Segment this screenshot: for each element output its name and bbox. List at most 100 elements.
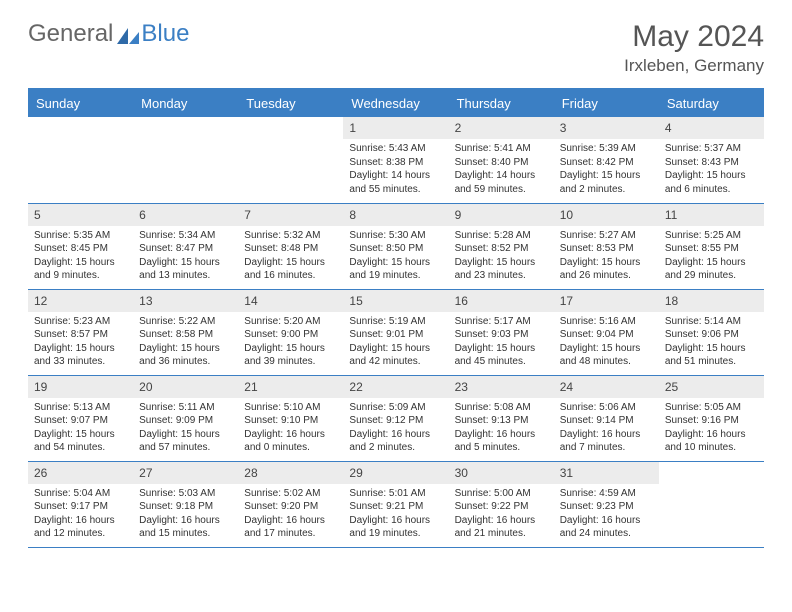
calendar-day-cell [659,461,764,547]
day-number: 17 [554,290,659,312]
sunset-line: Sunset: 9:10 PM [244,414,337,428]
sunset-line: Sunset: 8:48 PM [244,242,337,256]
day-number: 21 [238,376,343,398]
daylight-line: Daylight: 15 hours and 57 minutes. [139,428,232,455]
calendar-week-row: 5 Sunrise: 5:35 AMSunset: 8:45 PM Daylight… [28,203,764,289]
day-number: 14 [238,290,343,312]
sunrise-line: Sunrise: 5:22 AM [139,315,232,329]
day-number: 25 [659,376,764,398]
day-number: 4 [659,117,764,139]
sunrise-line: Sunrise: 5:34 AM [139,229,232,243]
daylight-line: Daylight: 16 hours and 19 minutes. [349,514,442,541]
day-number: 18 [659,290,764,312]
sunrise-line: Sunrise: 5:28 AM [455,229,548,243]
day-number: 10 [554,204,659,226]
daylight-line: Daylight: 16 hours and 12 minutes. [34,514,127,541]
day-number: 26 [28,462,133,484]
sunrise-line: Sunrise: 5:03 AM [139,487,232,501]
day-details: Sunrise: 5:01 AMSunset: 9:21 PMDaylight:… [343,486,448,545]
daylight-line: Daylight: 15 hours and 48 minutes. [560,342,653,369]
daylight-line: Daylight: 16 hours and 2 minutes. [349,428,442,455]
daylight-line: Daylight: 15 hours and 54 minutes. [34,428,127,455]
sunrise-line: Sunrise: 5:00 AM [455,487,548,501]
day-details: Sunrise: 5:28 AMSunset: 8:52 PMDaylight:… [449,228,554,287]
day-number: 16 [449,290,554,312]
sunset-line: Sunset: 9:07 PM [34,414,127,428]
calendar-day-cell: 8Sunrise: 5:30 AMSunset: 8:50 PMDaylight… [343,203,448,289]
calendar-day-cell: 9Sunrise: 5:28 AMSunset: 8:52 PMDaylight… [449,203,554,289]
day-number: 8 [343,204,448,226]
day-details: Sunrise: 5:37 AMSunset: 8:43 PMDaylight:… [659,141,764,200]
sunrise-line: Sunrise: 5:35 AM [34,229,127,243]
day-number: 27 [133,462,238,484]
daylight-line: Daylight: 15 hours and 51 minutes. [665,342,758,369]
sunset-line: Sunset: 8:38 PM [349,156,442,170]
sunset-line: Sunset: 8:58 PM [139,328,232,342]
day-number: 2 [449,117,554,139]
daylight-line: Daylight: 15 hours and 42 minutes. [349,342,442,369]
sunrise-line: Sunrise: 5:11 AM [139,401,232,415]
sunset-line: Sunset: 9:21 PM [349,500,442,514]
sunset-line: Sunset: 8:53 PM [560,242,653,256]
day-details: Sunrise: 5:02 AMSunset: 9:20 PMDaylight:… [238,486,343,545]
sunrise-line: Sunrise: 5:01 AM [349,487,442,501]
sunset-line: Sunset: 9:06 PM [665,328,758,342]
day-details: Sunrise: 4:59 AMSunset: 9:23 PMDaylight:… [554,486,659,545]
logo-text-general: General [28,20,113,48]
sail-icon [117,23,139,39]
sunrise-line: Sunrise: 5:06 AM [560,401,653,415]
calendar-day-cell [133,117,238,203]
calendar-day-cell: 14Sunrise: 5:20 AMSunset: 9:00 PMDayligh… [238,289,343,375]
daylight-line: Daylight: 16 hours and 0 minutes. [244,428,337,455]
day-details: Sunrise: 5:30 AMSunset: 8:50 PMDaylight:… [343,228,448,287]
sunset-line: Sunset: 9:23 PM [560,500,653,514]
day-number: 5 [28,204,133,226]
daylight-line: Daylight: 15 hours and 36 minutes. [139,342,232,369]
daylight-line: Daylight: 15 hours and 13 minutes. [139,256,232,283]
calendar-day-cell: 2Sunrise: 5:41 AMSunset: 8:40 PMDaylight… [449,117,554,203]
calendar-day-cell: 18Sunrise: 5:14 AMSunset: 9:06 PMDayligh… [659,289,764,375]
sunset-line: Sunset: 9:12 PM [349,414,442,428]
day-details: Sunrise: 5:39 AMSunset: 8:42 PMDaylight:… [554,141,659,200]
calendar-day-cell: 29Sunrise: 5:01 AMSunset: 9:21 PMDayligh… [343,461,448,547]
calendar-day-cell: 30Sunrise: 5:00 AMSunset: 9:22 PMDayligh… [449,461,554,547]
sunrise-line: Sunrise: 5:02 AM [244,487,337,501]
day-details: Sunrise: 5:27 AMSunset: 8:53 PMDaylight:… [554,228,659,287]
day-details: Sunrise: 5:10 AMSunset: 9:10 PMDaylight:… [238,400,343,459]
title-block: May 2024 Irxleben, Germany [624,20,764,76]
sunrise-line: Sunrise: 5:41 AM [455,142,548,156]
sunset-line: Sunset: 9:14 PM [560,414,653,428]
sunset-line: Sunset: 9:13 PM [455,414,548,428]
calendar-day-cell: 4Sunrise: 5:37 AMSunset: 8:43 PMDaylight… [659,117,764,203]
sunrise-line: Sunrise: 5:20 AM [244,315,337,329]
calendar-day-cell: 15Sunrise: 5:19 AMSunset: 9:01 PMDayligh… [343,289,448,375]
day-number: 19 [28,376,133,398]
calendar-day-cell: 3Sunrise: 5:39 AMSunset: 8:42 PMDaylight… [554,117,659,203]
sunset-line: Sunset: 8:42 PM [560,156,653,170]
day-number: 1 [343,117,448,139]
sunset-line: Sunset: 8:45 PM [34,242,127,256]
weekday-header: Wednesday [343,89,448,117]
weekday-header: Tuesday [238,89,343,117]
day-details: Sunrise: 5:11 AMSunset: 9:09 PMDaylight:… [133,400,238,459]
day-details: Sunrise: 5:34 AMSunset: 8:47 PMDaylight:… [133,228,238,287]
day-number: 31 [554,462,659,484]
sunrise-line: Sunrise: 5:05 AM [665,401,758,415]
daylight-line: Daylight: 16 hours and 7 minutes. [560,428,653,455]
sunrise-line: Sunrise: 5:23 AM [34,315,127,329]
sunrise-line: Sunrise: 5:10 AM [244,401,337,415]
sunset-line: Sunset: 9:01 PM [349,328,442,342]
day-details: Sunrise: 5:17 AMSunset: 9:03 PMDaylight:… [449,314,554,373]
calendar-week-row: 1Sunrise: 5:43 AMSunset: 8:38 PMDaylight… [28,117,764,203]
sunset-line: Sunset: 8:43 PM [665,156,758,170]
sunrise-line: Sunrise: 5:17 AM [455,315,548,329]
sunset-line: Sunset: 9:18 PM [139,500,232,514]
sunrise-line: Sunrise: 5:09 AM [349,401,442,415]
sunrise-line: Sunrise: 5:32 AM [244,229,337,243]
daylight-line: Daylight: 15 hours and 16 minutes. [244,256,337,283]
daylight-line: Daylight: 15 hours and 19 minutes. [349,256,442,283]
calendar-day-cell: 19Sunrise: 5:13 AMSunset: 9:07 PMDayligh… [28,375,133,461]
weekday-header: Monday [133,89,238,117]
daylight-line: Daylight: 16 hours and 10 minutes. [665,428,758,455]
calendar-day-cell: 21Sunrise: 5:10 AMSunset: 9:10 PMDayligh… [238,375,343,461]
